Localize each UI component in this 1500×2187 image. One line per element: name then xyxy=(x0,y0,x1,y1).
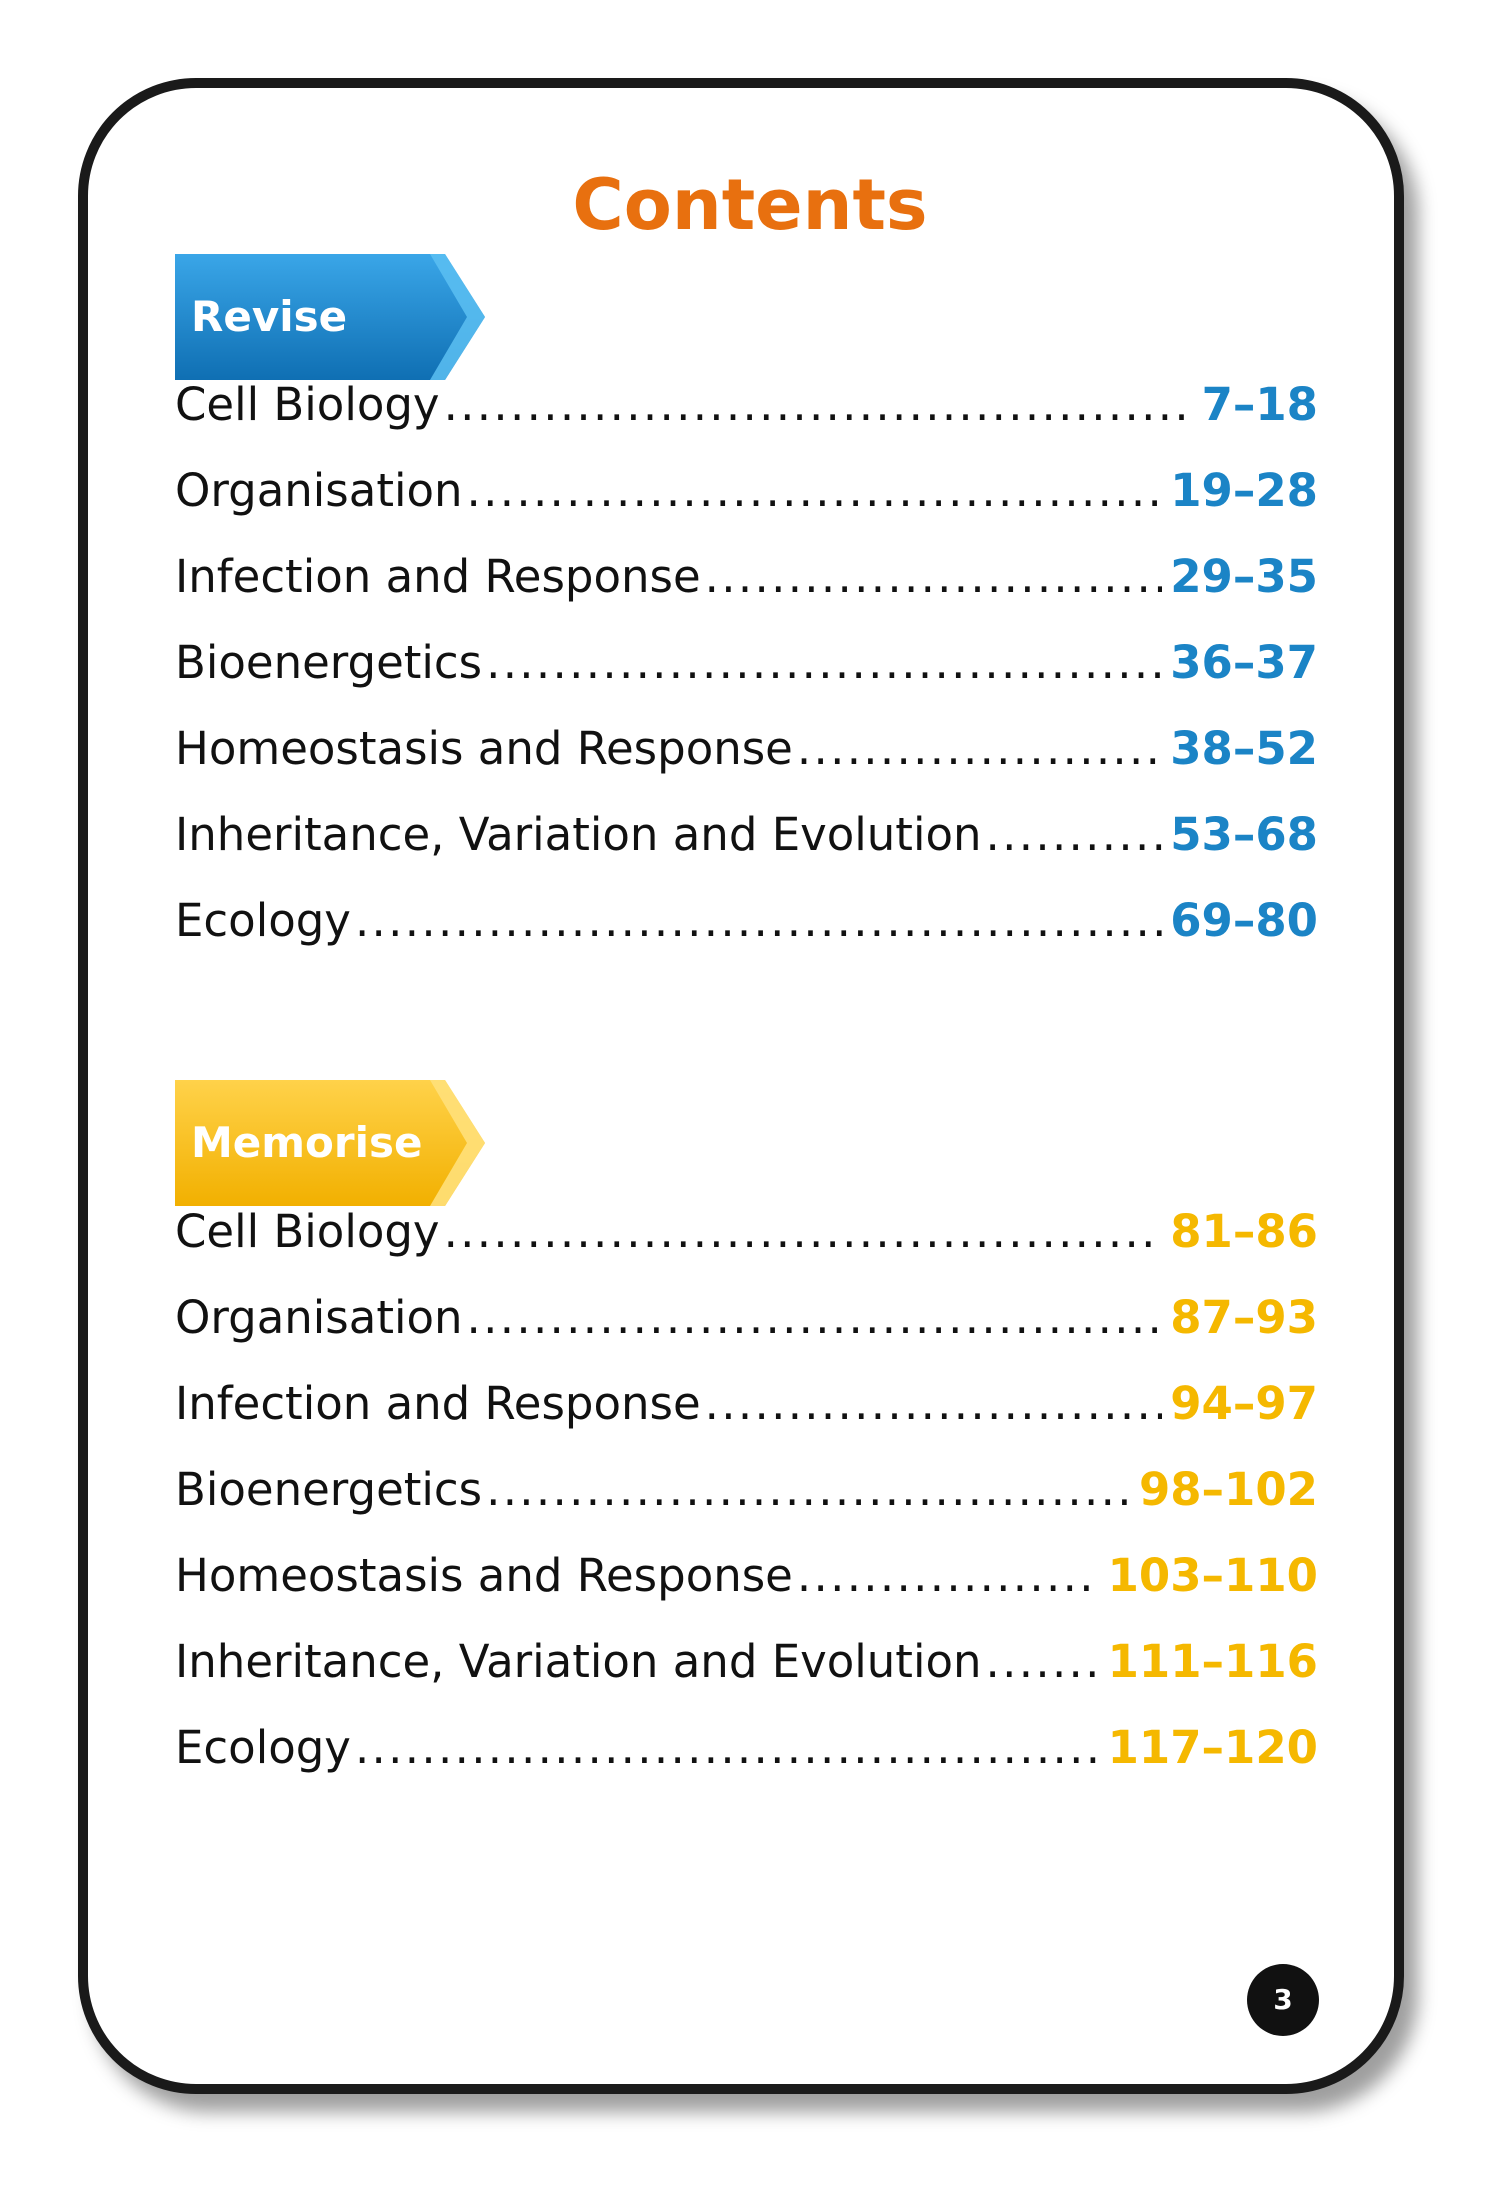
memorise-toc-list: Cell Biology 81–86 Organisation 87–93 In… xyxy=(175,1205,1318,1807)
toc-entry-name: Ecology xyxy=(175,1721,351,1774)
dot-leader xyxy=(486,1463,1131,1516)
dot-leader xyxy=(355,1721,1100,1774)
toc-row[interactable]: Homeostasis and Response 103–110 xyxy=(175,1549,1318,1635)
toc-entry-name: Cell Biology xyxy=(175,1205,440,1258)
toc-row[interactable]: Infection and Response 29–35 xyxy=(175,550,1318,636)
toc-entry-name: Homeostasis and Response xyxy=(175,1549,793,1602)
dot-leader xyxy=(705,550,1163,603)
toc-entry-name: Bioenergetics xyxy=(175,636,483,689)
dot-leader xyxy=(797,722,1162,775)
toc-entry-name: Infection and Response xyxy=(175,1377,701,1430)
dot-leader xyxy=(467,1291,1163,1344)
toc-row[interactable]: Organisation 87–93 xyxy=(175,1291,1318,1377)
toc-row[interactable]: Infection and Response 94–97 xyxy=(175,1377,1318,1463)
toc-page-range: 19–28 xyxy=(1170,464,1318,517)
toc-entry-name: Ecology xyxy=(175,894,351,947)
memorise-arrow-icon xyxy=(175,1080,485,1206)
toc-row[interactable]: Ecology 69–80 xyxy=(175,894,1318,980)
toc-row[interactable]: Inheritance, Variation and Evolution 53–… xyxy=(175,808,1318,894)
toc-row[interactable]: Bioenergetics 36–37 xyxy=(175,636,1318,722)
toc-page-range: 111–116 xyxy=(1107,1635,1318,1688)
toc-page-range: 103–110 xyxy=(1107,1549,1318,1602)
toc-entry-name: Inheritance, Variation and Evolution xyxy=(175,808,982,861)
memorise-label: Memorise xyxy=(191,1118,423,1167)
toc-row[interactable]: Bioenergetics 98–102 xyxy=(175,1463,1318,1549)
toc-page-range: 117–120 xyxy=(1107,1721,1318,1774)
dot-leader xyxy=(986,1635,1100,1688)
toc-entry-name: Bioenergetics xyxy=(175,1463,483,1516)
toc-page-range: 36–37 xyxy=(1170,636,1318,689)
memorise-banner: Memorise xyxy=(175,1080,485,1206)
toc-row[interactable]: Inheritance, Variation and Evolution 111… xyxy=(175,1635,1318,1721)
dot-leader xyxy=(486,636,1162,689)
revise-toc-list: Cell Biology 7–18 Organisation 19–28 Inf… xyxy=(175,378,1318,980)
page-title: Contents xyxy=(572,164,928,246)
toc-row[interactable]: Homeostasis and Response 38–52 xyxy=(175,722,1318,808)
revise-banner: Revise xyxy=(175,254,485,380)
toc-page-range: 87–93 xyxy=(1170,1291,1318,1344)
toc-page-range: 38–52 xyxy=(1170,722,1318,775)
dot-leader xyxy=(986,808,1163,861)
toc-page-range: 29–35 xyxy=(1170,550,1318,603)
toc-entry-name: Cell Biology xyxy=(175,378,440,431)
dot-leader xyxy=(797,1549,1100,1602)
toc-page-range: 53–68 xyxy=(1170,808,1318,861)
toc-row[interactable]: Ecology 117–120 xyxy=(175,1721,1318,1807)
toc-entry-name: Inheritance, Variation and Evolution xyxy=(175,1635,982,1688)
dot-leader xyxy=(355,894,1162,947)
dot-leader xyxy=(444,1205,1163,1258)
revise-arrow-icon xyxy=(175,254,485,380)
toc-page-range: 94–97 xyxy=(1170,1377,1318,1430)
toc-row[interactable]: Organisation 19–28 xyxy=(175,464,1318,550)
toc-row[interactable]: Cell Biology 81–86 xyxy=(175,1205,1318,1291)
toc-page-range: 7–18 xyxy=(1201,378,1318,431)
toc-entry-name: Homeostasis and Response xyxy=(175,722,793,775)
toc-page-range: 81–86 xyxy=(1170,1205,1318,1258)
dot-leader xyxy=(467,464,1163,517)
toc-entry-name: Infection and Response xyxy=(175,550,701,603)
toc-page-range: 98–102 xyxy=(1138,1463,1318,1516)
toc-entry-name: Organisation xyxy=(175,464,463,517)
dot-leader xyxy=(705,1377,1163,1430)
dot-leader xyxy=(444,378,1194,431)
toc-entry-name: Organisation xyxy=(175,1291,463,1344)
toc-row[interactable]: Cell Biology 7–18 xyxy=(175,378,1318,464)
toc-page-range: 69–80 xyxy=(1170,894,1318,947)
revise-label: Revise xyxy=(191,292,348,341)
page-number-badge: 3 xyxy=(1247,1964,1319,2036)
